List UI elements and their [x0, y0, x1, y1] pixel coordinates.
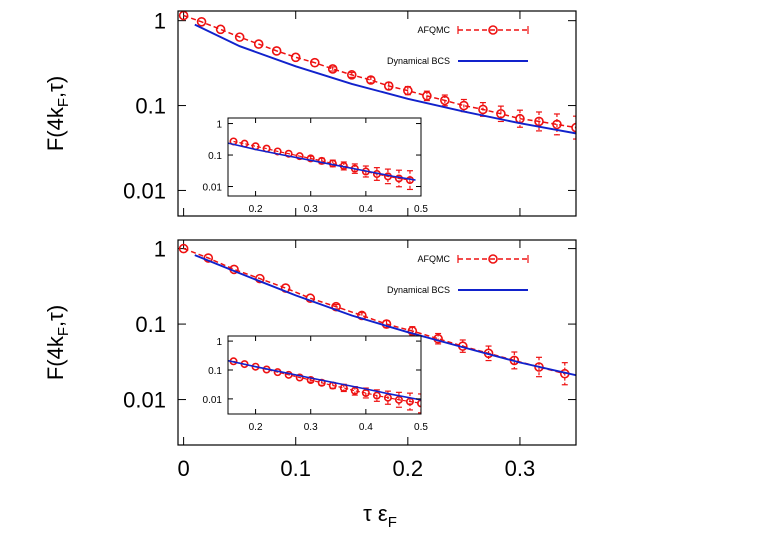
- inset-y-tick-label: 0.01: [203, 395, 223, 406]
- panel1-afqmc-point: [552, 119, 562, 130]
- legend-label-afqmc: AFQMC: [418, 25, 451, 35]
- panel1-afqmc-point: [571, 122, 576, 133]
- y-tick-label: 0.01: [123, 178, 166, 203]
- panel1-afqmc-point: [366, 75, 376, 85]
- inset-x-tick-label: 0.2: [249, 204, 263, 215]
- inset-x-tick-label: 0.5: [414, 422, 428, 433]
- panel1-afqmc-point: [346, 70, 357, 80]
- y-axis-label: F(4kF,τ): [43, 76, 72, 151]
- inset-y-tick-label: 0.01: [203, 183, 223, 194]
- panel1-afqmc-point: [459, 100, 469, 111]
- x-tick-label: 0: [177, 456, 189, 481]
- panel2-inset-afqmc-point: [372, 391, 381, 400]
- inset-bg: [228, 118, 421, 196]
- inset-x-tick-label: 0.5: [414, 204, 428, 215]
- panel1-afqmc-point: [253, 39, 264, 49]
- panel1-afqmc-point: [234, 32, 245, 42]
- panel1-afqmc-point: [196, 16, 207, 27]
- panel2-inset-afqmc-point: [383, 393, 392, 402]
- panel1-afqmc-point: [534, 116, 544, 127]
- panel2-inset-afqmc-point: [394, 395, 403, 404]
- panel2-inset-afqmc-point: [295, 373, 304, 382]
- panel1-afqmc-point: [271, 46, 282, 56]
- y-tick-label: 0.01: [123, 388, 166, 413]
- panel1-afqmc-point: [215, 24, 226, 35]
- inset-x-tick-label: 0.2: [249, 422, 263, 433]
- x-tick-label: 0.2: [393, 456, 424, 481]
- inset-bg: [228, 336, 421, 414]
- panel1-inset-afqmc-point: [306, 154, 315, 163]
- panel1-plot-area: [178, 11, 576, 140]
- panel1-afqmc-point: [383, 81, 394, 91]
- ylabel-2: F(4kF,τ): [43, 305, 72, 380]
- legend-swatch-marker: [488, 25, 498, 35]
- x-tick-label: 0.1: [280, 456, 311, 481]
- legend-swatch-marker: [488, 254, 498, 264]
- inset-x-tick-label: 0.4: [359, 422, 373, 433]
- legend-label-bcs: Dynamical BCS: [387, 285, 450, 295]
- legend: AFQMC Dynamical BCS: [387, 254, 529, 295]
- panel1-inset: 1 0.1 0.01 0.2 0.3 0.4 0.5: [203, 117, 428, 215]
- panel1-afqmc-point: [403, 85, 413, 96]
- panel2-inset: 1 0.1 0.01 0.2 0.3 0.4 0.5: [203, 335, 428, 433]
- panel2-inset-afqmc-point: [350, 386, 359, 395]
- panel1-afqmc-point: [496, 108, 506, 119]
- y-tick-label: 1: [154, 9, 166, 34]
- panel1-afqmc-point: [478, 104, 488, 115]
- legend-label-bcs: Dynamical BCS: [387, 56, 450, 66]
- panel1-afqmc-line: [183, 14, 576, 129]
- panel2-frame: [177, 239, 577, 446]
- y-tick-label: 0.1: [135, 312, 166, 337]
- panel2-afqmc-point: [178, 243, 189, 254]
- y-axis-label: F(4kF,τ): [43, 305, 72, 380]
- legend: AFQMC Dynamical BCS: [387, 25, 529, 66]
- panel1: 1 0.1 0.01 AFQMC Dynamical BCS 1 0.1 0.01 0.2 0.3…: [123, 9, 577, 217]
- inset-frame: [227, 335, 422, 415]
- inset-x-tick-label: 0.4: [359, 204, 373, 215]
- panel1-inset-afqmc-point: [284, 149, 293, 158]
- inset-plot-area: [228, 137, 416, 191]
- inset-frame: [227, 117, 422, 197]
- y-tick-label: 0.1: [135, 94, 166, 119]
- panel1-afqmc-point: [422, 91, 432, 101]
- inset-x-tick-label: 0.3: [304, 204, 318, 215]
- panel2-afqmc-point: [255, 273, 265, 284]
- inset-y-tick-label: 0.1: [208, 151, 222, 162]
- panel1-afqmc-point: [327, 64, 338, 74]
- panel1-afqmc-point: [309, 57, 320, 68]
- panel2-inset-bcs-line: [228, 359, 421, 401]
- x-axis-label: τ εF: [363, 501, 397, 531]
- inset-y-tick-label: 1: [216, 337, 222, 348]
- inset-x-tick-label: 0.3: [304, 422, 318, 433]
- panel1-inset-bcs-line: [228, 142, 416, 181]
- panel1-inset-afqmc-point: [317, 156, 326, 165]
- panel1-afqmc-point: [290, 52, 301, 63]
- y-tick-label: 1: [154, 237, 166, 262]
- panel1-bcs-line: [194, 23, 576, 135]
- panel1-afqmc-point: [440, 95, 450, 106]
- panel1-inset-afqmc-point: [295, 152, 304, 161]
- ylabel-1: F(4kF,τ): [43, 76, 72, 151]
- inset-plot-area: [228, 357, 421, 414]
- panel2: 1 0.1 0.01 0 0.1 0.2 0.3 AFQMC Dynamical BCS 1 0.1…: [123, 237, 577, 481]
- inset-y-tick-label: 1: [216, 120, 222, 131]
- panel2-inset-afqmc-point: [306, 376, 315, 385]
- panel2-afqmc-point: [407, 326, 418, 336]
- legend-label-afqmc: AFQMC: [418, 254, 451, 264]
- inset-y-tick-label: 0.1: [208, 366, 222, 377]
- panel1-frame: [177, 10, 577, 217]
- panel2-plot-area: [178, 243, 576, 386]
- x-tick-label: 0.3: [505, 456, 536, 481]
- panel2-bcs-line: [194, 254, 576, 377]
